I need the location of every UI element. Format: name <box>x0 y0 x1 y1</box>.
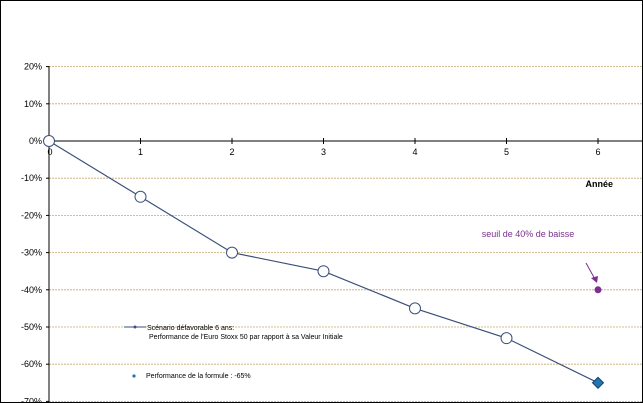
y-tick-label: 0% <box>29 136 42 146</box>
x-tick-label: 6 <box>595 147 600 157</box>
y-tick-label: -50% <box>21 322 42 332</box>
series-point <box>500 332 513 345</box>
threshold-annotation: seuil de 40% de baisse <box>482 229 575 239</box>
series-point <box>317 265 330 278</box>
x-tick-label: 0 <box>47 147 52 157</box>
x-tick-label: 2 <box>229 147 234 157</box>
y-tick-label: -20% <box>21 210 42 220</box>
legend-line-label-1: Scénario défavorable 6 ans: <box>147 325 234 332</box>
legend: Scénario défavorable 6 ans: Performance … <box>124 325 343 380</box>
series-line <box>48 140 599 384</box>
y-tick-label: -40% <box>21 285 42 295</box>
threshold-point <box>594 286 602 294</box>
series-line-path <box>48 140 599 384</box>
series-point <box>409 302 421 315</box>
annotation-arrowhead <box>591 276 598 283</box>
legend-line-marker <box>133 325 137 329</box>
x-tick-label: 3 <box>321 147 326 157</box>
gridlines <box>49 66 642 402</box>
legend-line-label-2: Performance de l'Euro Stoxx 50 par rappo… <box>149 334 343 341</box>
series-point <box>43 135 55 147</box>
annotation: seuil de 40% de baisse <box>482 229 598 283</box>
tick-labels: 20% 10% 0% -10% -20% -30% -40% -50% -60% -70% 0 1 2 3… <box>21 62 601 403</box>
x-tick-label: 5 <box>504 147 509 157</box>
legend-point-marker <box>132 374 136 378</box>
y-tick-label: 20% <box>24 62 42 72</box>
x-tick-label: 1 <box>138 147 143 157</box>
y-tick-label: -30% <box>21 248 42 258</box>
y-tick-label: 10% <box>24 99 42 109</box>
formula-diamond <box>591 376 605 390</box>
data-points <box>43 135 605 390</box>
x-tick-label: 4 <box>412 147 417 157</box>
y-tick-label: -60% <box>21 359 42 369</box>
series-point <box>134 190 147 203</box>
legend-point-label: Performance de la formule : -65% <box>146 373 251 380</box>
x-axis-title: Année <box>585 179 613 189</box>
y-tick-label: -70% <box>21 396 42 403</box>
y-tick-label: -10% <box>21 173 42 183</box>
series-point <box>226 246 238 259</box>
